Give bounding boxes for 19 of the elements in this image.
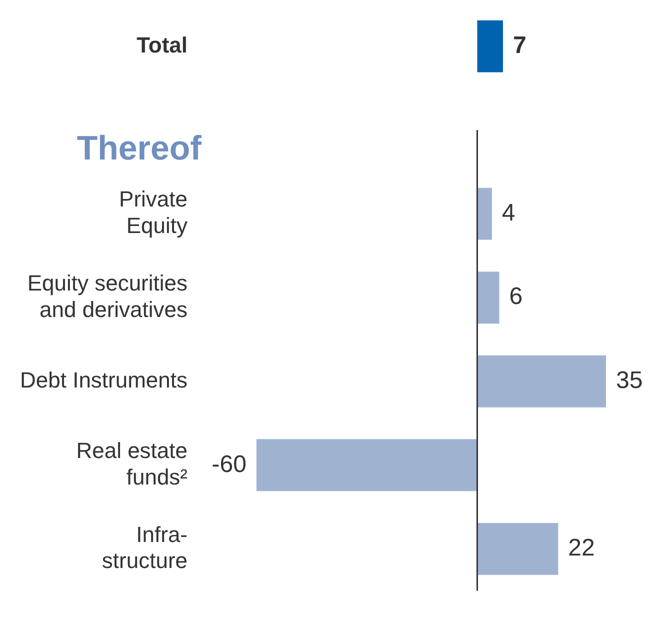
- bar: [477, 188, 492, 240]
- bar: [477, 20, 503, 72]
- text: Thereof: [76, 129, 202, 168]
- data-label: 4: [502, 199, 516, 226]
- y-tick-label: Total: [136, 32, 188, 58]
- bar: [477, 522, 558, 575]
- y-tick-label: Real estate funds²: [76, 438, 188, 490]
- data-label: 6: [509, 283, 523, 310]
- bar: [256, 439, 478, 492]
- data-label: 35: [616, 366, 643, 394]
- y-tick-label: Equity securities and derivatives: [27, 270, 188, 322]
- y-tick-label: Debt Instruments: [20, 367, 188, 392]
- y-tick-label: Infra- structure: [102, 522, 188, 574]
- data-label: -60: [212, 450, 246, 478]
- y-tick-label: Private Equity: [119, 186, 188, 238]
- data-label: 22: [568, 534, 595, 562]
- bar: [477, 355, 606, 408]
- bar: [477, 272, 500, 324]
- data-label: 7: [512, 32, 526, 59]
